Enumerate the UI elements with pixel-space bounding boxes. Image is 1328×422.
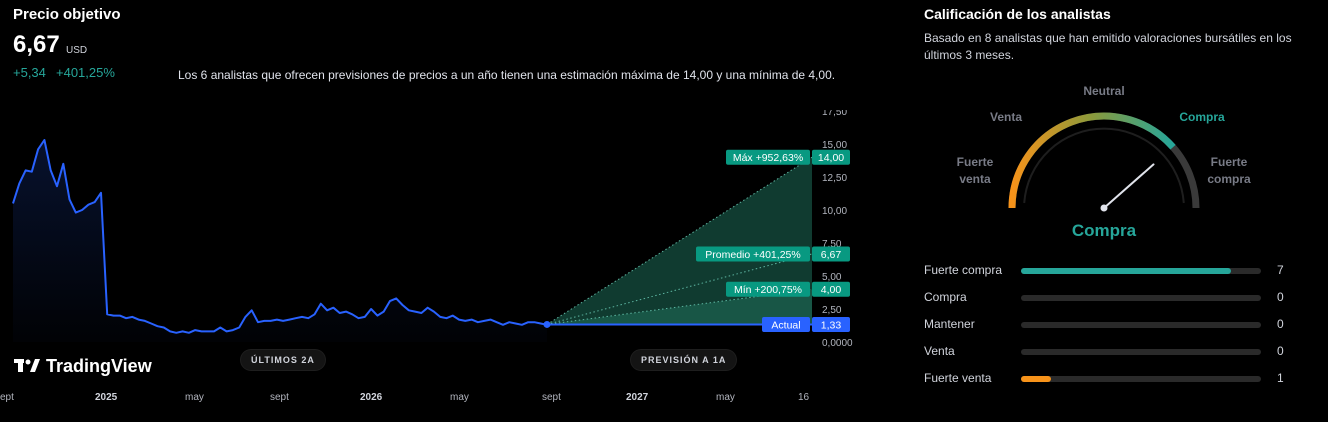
y-tick-label: 15,00	[822, 140, 847, 151]
y-tick-label: 10,00	[822, 206, 847, 217]
rating-row-hold: Mantener 0	[924, 317, 1294, 333]
history-area	[13, 140, 547, 342]
x-tick-label: 16	[798, 392, 810, 403]
x-tick-label: 2025	[95, 392, 118, 403]
y-tick-label: 7,50	[822, 239, 842, 250]
max-tag-label-bg	[726, 149, 810, 165]
rating-row-strong-buy: Fuerte compra 7	[924, 263, 1294, 279]
max-tag-value: 14,00	[818, 152, 844, 164]
rating-bar-fill	[1021, 376, 1051, 382]
x-tick-label: sept	[542, 392, 561, 403]
y-tick-label: 12,50	[822, 173, 847, 184]
max-tag-value-bg	[812, 149, 850, 165]
min-tag-value: 4,00	[821, 284, 842, 296]
gauge-inner-ring	[1023, 127, 1185, 204]
min-tag-label-bg	[726, 281, 810, 297]
current-tag-value-bg	[812, 316, 850, 332]
x-tick-label: sept	[270, 392, 289, 403]
gauge-needle	[1103, 163, 1155, 209]
gauge-label-strong-buy-line2: compra	[1207, 172, 1251, 186]
gauge-fill	[1008, 112, 1176, 209]
y-tick-label: 0,0000	[822, 338, 853, 349]
gauge-label-strong-buy-line1: Fuerte	[1210, 155, 1248, 169]
rating-result: Compra	[1071, 221, 1137, 240]
change-absolute: +5,34	[13, 65, 46, 80]
rating-bar-fill	[1021, 268, 1231, 274]
forecast-line-avg	[546, 253, 813, 325]
rating-bar-track	[1021, 322, 1261, 328]
target-price: 6,67	[13, 31, 60, 58]
rating-row-label: Venta	[924, 344, 955, 358]
y-tick-label: 17,50	[822, 110, 847, 118]
rating-row-count: 0	[1277, 290, 1284, 304]
forecast-line-max	[546, 156, 813, 325]
forecast-period-pill[interactable]: PREVISIÓN A 1A	[631, 350, 737, 370]
gauge-label-strong-sell-line2: venta	[959, 172, 991, 186]
rating-row-count: 0	[1277, 344, 1284, 358]
history-period-pill[interactable]: ÚLTIMOS 2A	[241, 350, 325, 370]
current-price-dot	[543, 320, 551, 328]
avg-tag-label: Promedio +401,25%	[705, 249, 800, 261]
x-tick-label: ept	[0, 392, 14, 403]
min-tag-label: Mín +200,75%	[734, 284, 802, 296]
rating-row-count: 1	[1277, 371, 1284, 385]
rating-title: Calificación de los analistas	[924, 6, 1111, 22]
x-tick-label: may	[716, 392, 735, 403]
x-tick-label: 2027	[626, 392, 649, 403]
gauge-label-strong-sell: Fuerte venta	[940, 154, 1010, 188]
forecast-summary: Los 6 analistas que ofrecen previsiones …	[178, 68, 836, 82]
current-tag-label: Actual	[771, 319, 800, 331]
rating-row-count: 7	[1277, 263, 1284, 277]
rating-row-label: Fuerte venta	[924, 371, 992, 385]
current-tag-label-bg	[762, 316, 810, 332]
gauge-label-buy: Compra	[1179, 110, 1225, 124]
tradingview-logo-icon	[14, 359, 40, 372]
avg-tag-value: 6,67	[821, 249, 842, 261]
rating-row-strong-sell: Fuerte venta 1	[924, 371, 1294, 387]
currency-unit: USD	[66, 45, 88, 56]
page-title: Precio objetivo	[13, 6, 121, 23]
rating-description: Basado en 8 analistas que han emitido va…	[924, 31, 1292, 62]
gauge-label-strong-buy: Fuerte compra	[1194, 154, 1264, 188]
rating-bar-track	[1021, 376, 1261, 382]
change-percent: +401,25%	[56, 65, 115, 80]
gauge-label-neutral: Neutral	[1083, 84, 1125, 98]
rating-row-sell: Venta 0	[924, 344, 1294, 360]
gauge-label-sell: Venta	[989, 110, 1022, 124]
rating-gauge	[1008, 112, 1200, 212]
tradingview-logo: TradingView	[46, 356, 152, 376]
max-tag-label: Máx +952,63%	[733, 152, 803, 164]
gauge-needle-pivot	[1100, 204, 1108, 212]
rating-row-buy: Compra 0	[924, 290, 1294, 306]
rating-bar-track	[1021, 349, 1261, 355]
y-tick-label: 5,00	[822, 272, 842, 283]
history-line	[12, 139, 548, 334]
rating-bar-track	[1021, 268, 1261, 274]
rating-row-label: Mantener	[924, 317, 975, 331]
x-tick-label: 2026	[360, 392, 383, 403]
price-forecast-chart[interactable]: 17,50 15,00 12,50 10,00 7,50 5,00 2,50 0,0000 14…	[0, 110, 900, 422]
current-tag-value: 1,33	[821, 319, 842, 331]
forecast-line-min	[546, 288, 813, 325]
rating-row-label: Compra	[924, 290, 967, 304]
rating-row-label: Fuerte compra	[924, 263, 1003, 277]
x-tick-label: may	[450, 392, 469, 403]
gauge-label-strong-sell-line1: Fuerte	[956, 155, 994, 169]
avg-tag-label-bg	[696, 246, 810, 262]
avg-tag-value-bg	[812, 246, 850, 262]
y-tick-label: 2,50	[822, 305, 842, 316]
x-tick-label: may	[185, 392, 204, 403]
rating-bar-track	[1021, 295, 1261, 301]
min-tag-value-bg	[812, 281, 850, 297]
rating-row-count: 0	[1277, 317, 1284, 331]
